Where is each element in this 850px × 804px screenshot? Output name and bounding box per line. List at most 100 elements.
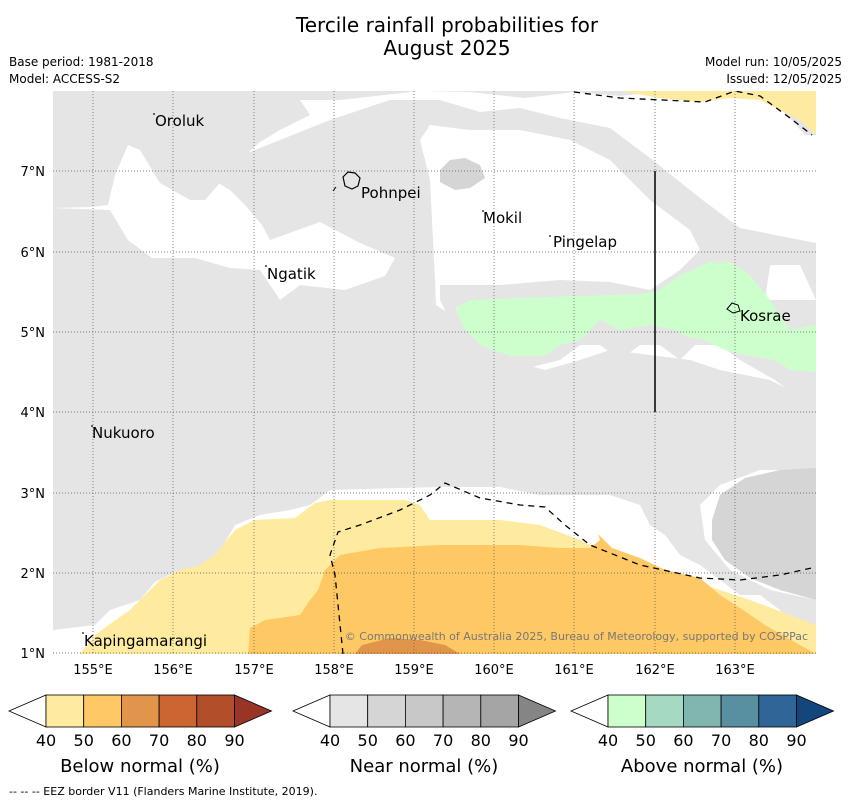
colorbar-tick-label: 60 (111, 731, 131, 750)
place-pohnpei: Pohnpei (361, 184, 421, 202)
model-text: Model: ACCESS-S2 (9, 72, 121, 86)
colorbar-segment (83, 694, 122, 728)
place-ngatik: Ngatik (267, 265, 316, 283)
lon-label: 157°E (234, 663, 274, 678)
graticule (53, 91, 816, 654)
colorbar-segment (158, 694, 198, 728)
lon-label: 156°E (153, 663, 193, 678)
lon-label: 155°E (73, 663, 113, 678)
colorbar-segment (196, 694, 235, 728)
lat-axis-labels: 7°N 6°N 5°N 4°N 3°N 2°N 1°N (21, 165, 46, 662)
lon-label: 161°E (554, 663, 594, 678)
colorbar-tick-label: 80 (471, 731, 491, 750)
colorbar-tick-label: 40 (598, 731, 618, 750)
colorbar-label-below: Below normal (%) (60, 756, 220, 777)
eez-borders (329, 91, 816, 654)
lat-label: 3°N (21, 487, 46, 502)
issued-text: Issued: 12/05/2025 (726, 72, 842, 86)
colorbar-segment (442, 694, 482, 728)
colorbar-low-extend (7, 694, 47, 728)
lon-label: 158°E (314, 663, 354, 678)
colorbar-low-extend (291, 694, 331, 728)
colorbar-segment (683, 694, 722, 728)
lat-label: 1°N (21, 647, 46, 662)
lat-label: 5°N (21, 326, 46, 341)
mokil-marker (482, 210, 484, 212)
lat-label: 2°N (21, 567, 46, 582)
colorbar-tick-label: 80 (749, 731, 769, 750)
lat-label: 7°N (21, 165, 46, 180)
eez-footnote: -- -- -- EEZ border V11 (Flanders Marine… (9, 785, 318, 798)
colorbar-low-extend (569, 694, 609, 728)
oroluk-marker (153, 113, 155, 115)
below-normal-70-region (355, 638, 460, 654)
lon-label: 160°E (474, 663, 514, 678)
colorbar-tick-label: 70 (149, 731, 169, 750)
colorbar-above-normal: 40 50 60 70 80 90 (569, 694, 835, 750)
place-mokil: Mokil (483, 209, 522, 227)
colorbar-tick-label: 90 (224, 731, 244, 750)
below-normal-region-north (620, 91, 816, 135)
colorbar-tick-label: 50 (636, 731, 656, 750)
colorbar-segment (121, 694, 160, 728)
meta-right: Model run: 10/05/2025 Issued: 12/05/2025 (705, 54, 842, 88)
colorbar-tick-label: 70 (711, 731, 731, 750)
place-oroluk: Oroluk (155, 112, 204, 130)
colorbar-segment (45, 694, 85, 728)
nukuoro-marker (91, 425, 93, 427)
kosrae-island-shape (726, 302, 741, 314)
atoll-markers (82, 113, 551, 634)
pingelap-marker (549, 235, 551, 237)
lon-label: 159°E (394, 663, 434, 678)
model-run-text: Model run: 10/05/2025 (704, 55, 842, 69)
title-line-2: August 2025 (383, 36, 511, 60)
place-kosrae: Kosrae (740, 307, 791, 325)
below-normal-60-region (248, 534, 816, 654)
colorbar-segment (607, 694, 647, 728)
place-pingelap: Pingelap (553, 233, 617, 251)
above-normal-region (456, 262, 816, 372)
colorbar-tick-label: 40 (36, 731, 56, 750)
title-line-1: Tercile rainfall probabilities for (295, 13, 599, 37)
base-period-text: Base period: 1981-2018 (9, 55, 154, 69)
lon-axis-labels: 155°E 156°E 157°E 158°E 159°E 160°E 161°… (73, 663, 755, 678)
colorbar-below-normal: 40 50 60 70 80 90 (7, 694, 273, 750)
colorbar-tick-label: 40 (320, 731, 340, 750)
colorbar-tick-label: 90 (786, 731, 806, 750)
colorbar-label-above: Above normal (%) (621, 756, 783, 777)
colorbar-segment (329, 694, 369, 728)
colorbar-high-extend (234, 694, 273, 728)
colorbar-segment (367, 694, 406, 728)
near-normal-50-blob-north (440, 158, 485, 190)
colorbar-tick-label: 50 (74, 731, 94, 750)
copyright-text: © Commonwealth of Australia 2025, Bureau… (345, 630, 808, 643)
pohnpei-island-shape (342, 171, 361, 190)
colorbar-segment (404, 694, 444, 728)
pohnpei-islet (332, 186, 337, 192)
place-kapingamarangi: Kapingamarangi (84, 632, 207, 650)
lat-label: 4°N (21, 406, 46, 421)
colorbar-segment (645, 694, 684, 728)
colorbar-tick-label: 60 (673, 731, 693, 750)
lon-label: 162°E (635, 663, 675, 678)
lon-label: 163°E (715, 663, 755, 678)
colorbar-segment (480, 694, 519, 728)
kapingamarangi-marker (82, 632, 84, 634)
colorbar-tick-label: 70 (433, 731, 453, 750)
colorbar-tick-label: 60 (395, 731, 415, 750)
colorbar-tick-label: 80 (187, 731, 207, 750)
near-normal-50-blob-southeast (712, 468, 816, 600)
near-normal-region (53, 91, 816, 654)
colorbar-segment (758, 694, 797, 728)
colorbar-high-extend (518, 694, 557, 728)
map-plot-area: Oroluk Pohnpei Mokil Pingelap Ngatik Kos… (53, 91, 816, 654)
map-title: Tercile rainfall probabilities for Augus… (0, 14, 850, 60)
meta-left: Base period: 1981-2018 Model: ACCESS-S2 (9, 54, 154, 88)
colorbar-near-normal: 40 50 60 70 80 90 (291, 694, 557, 750)
colorbar-high-extend (796, 694, 835, 728)
lat-label: 6°N (21, 246, 46, 261)
place-nukuoro: Nukuoro (92, 424, 155, 442)
colorbar-segment (720, 694, 760, 728)
ngatik-marker (265, 265, 267, 267)
